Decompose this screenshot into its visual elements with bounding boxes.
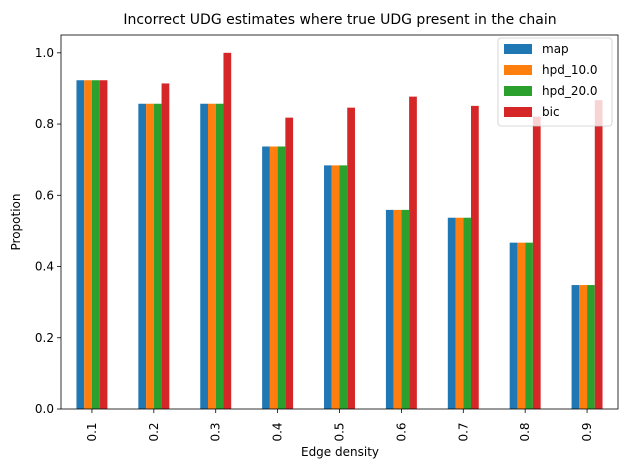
- x-tick-label: 0.9: [580, 422, 594, 441]
- x-tick-label: 0.2: [147, 422, 161, 441]
- bar-hpd_20.0-0.4: [277, 146, 286, 410]
- plot-frame: [60, 34, 619, 410]
- legend-swatch-map: [504, 44, 532, 54]
- bar-bic-0.6: [409, 96, 417, 410]
- legend-label-bic: bic: [542, 105, 560, 119]
- x-tick-label: 0.4: [271, 422, 285, 441]
- x-tick-label: 0.6: [394, 422, 408, 441]
- legend-label-map: map: [542, 42, 569, 56]
- x-tick-label: 0.3: [209, 422, 223, 441]
- bar-hpd_10.0-0.5: [331, 165, 340, 409]
- legend-label-hpd_10.0: hpd_10.0: [542, 63, 598, 77]
- x-tick-label: 0.1: [85, 422, 99, 441]
- bar-bic-0.7: [471, 105, 479, 409]
- bar-hpd_10.0-0.6: [393, 209, 402, 409]
- y-axis-label: Propotion: [9, 194, 23, 251]
- bar-map-0.1: [76, 80, 85, 410]
- bar-map-0.6: [385, 209, 394, 409]
- bar-bic-0.1: [99, 80, 108, 410]
- bar-hpd_20.0-0.2: [153, 103, 162, 410]
- y-tick-label: 0.2: [35, 331, 54, 345]
- bar-map-0.5: [324, 165, 332, 409]
- bar-map-0.7: [447, 217, 456, 409]
- bar-map-0.3: [200, 103, 208, 410]
- bars-group: [76, 52, 603, 410]
- bar-hpd_20.0-0.1: [91, 80, 100, 410]
- bar-map-0.8: [509, 242, 518, 409]
- y-tick-label: 0.6: [35, 188, 54, 202]
- bar-hpd_10.0-0.1: [84, 80, 92, 410]
- x-tick-label: 0.8: [518, 422, 532, 441]
- legend-label-hpd_20.0: hpd_20.0: [542, 84, 598, 98]
- y-tick-label: 0.0: [35, 402, 54, 416]
- bar-hpd_10.0-0.4: [269, 146, 278, 410]
- y-tick-label: 1.0: [35, 46, 54, 60]
- legend-swatch-hpd_20.0: [504, 86, 532, 96]
- bar-map-0.2: [138, 103, 147, 410]
- bar-bic-0.8: [532, 116, 541, 409]
- bar-hpd_20.0-0.9: [587, 285, 595, 409]
- bar-hpd_20.0-0.8: [525, 242, 533, 409]
- bar-map-0.9: [571, 285, 580, 409]
- bar-hpd_20.0-0.7: [463, 217, 472, 409]
- legend-swatch-hpd_10.0: [504, 65, 532, 75]
- chart-title: Incorrect UDG estimates where true UDG p…: [123, 12, 556, 28]
- bar-map-0.4: [262, 146, 270, 410]
- bar-bic-0.9: [594, 100, 603, 410]
- y-tick-label: 0.4: [35, 260, 54, 274]
- bar-bic-0.2: [161, 83, 170, 409]
- y-tick-label: 0.8: [35, 117, 54, 131]
- bar-hpd_10.0-0.7: [455, 217, 464, 409]
- x-tick-label: 0.5: [333, 422, 347, 441]
- bar-bic-0.4: [285, 117, 294, 409]
- x-axis-label: Edge density: [301, 445, 379, 459]
- legend-swatch-bic: [504, 107, 532, 117]
- bar-hpd_10.0-0.9: [579, 285, 588, 409]
- legend-frame: [497, 37, 613, 127]
- bar-hpd_20.0-0.3: [215, 103, 224, 410]
- bar-hpd_10.0-0.2: [146, 103, 154, 410]
- bar-bic-0.5: [347, 107, 355, 409]
- bar-hpd_20.0-0.6: [401, 209, 410, 409]
- x-tick-label: 0.7: [456, 422, 470, 441]
- bar-hpd_10.0-0.3: [207, 103, 216, 410]
- x-axis: 0.1 0.2 0.3 0.4 0.5 0.6 0.7 0.8 0.9: [85, 409, 594, 442]
- bar-bic-0.3: [223, 52, 232, 410]
- bar-hpd_20.0-0.5: [339, 165, 348, 409]
- bar-hpd_10.0-0.8: [517, 242, 526, 409]
- y-axis: 0.0 0.2 0.4 0.6 0.8 1.0: [35, 46, 61, 416]
